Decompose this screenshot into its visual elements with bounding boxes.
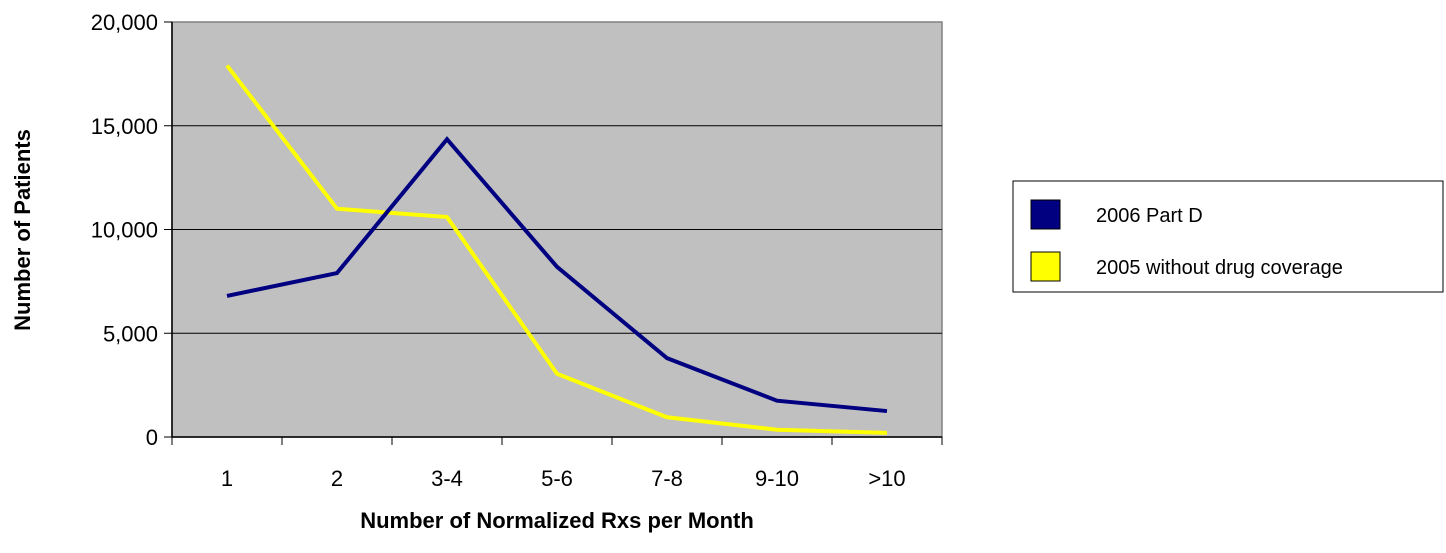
x-tick-label: 2 (331, 466, 343, 491)
series-line-2006-part-d (226, 136, 888, 414)
x-tick-label: 3-4 (431, 466, 463, 491)
axes (164, 21, 943, 445)
x-tick-label: 5-6 (541, 466, 573, 491)
y-tick-label: 5,000 (103, 321, 158, 346)
legend-box (1012, 180, 1444, 293)
gridlines (172, 125, 942, 334)
legend: 2006 Part D 2005 without drug coverage (1012, 180, 1444, 293)
y-tick-label: 10,000 (91, 218, 158, 243)
legend-label-2005-without-drug-coverage: 2005 without drug coverage (1096, 257, 1343, 279)
y-tick-label: 0 (146, 425, 158, 450)
legend-swatch-2005-without-drug-coverage (1030, 251, 1061, 282)
y-axis-title: Number of Patients (10, 129, 35, 331)
x-tick-label: 9-10 (755, 466, 799, 491)
series-lines (225, 64, 888, 435)
series-line-2005-without-drug-coverage (225, 64, 888, 435)
y-tick-label: 20,000 (91, 10, 158, 35)
y-tick-labels: 0 5,000 10,000 15,000 20,000 (91, 10, 158, 450)
x-tick-label: 7-8 (651, 466, 683, 491)
legend-swatch-2006-part-d (1030, 199, 1061, 230)
legend-label-2006-part-d: 2006 Part D (1096, 205, 1203, 227)
y-tick-label: 15,000 (91, 114, 158, 139)
x-tick-labels: 1 2 3-4 5-6 7-8 9-10 >10 (221, 466, 906, 491)
x-tick-label: >10 (868, 466, 905, 491)
x-tick-label: 1 (221, 466, 233, 491)
x-axis-title: Number of Normalized Rxs per Month (360, 508, 754, 533)
